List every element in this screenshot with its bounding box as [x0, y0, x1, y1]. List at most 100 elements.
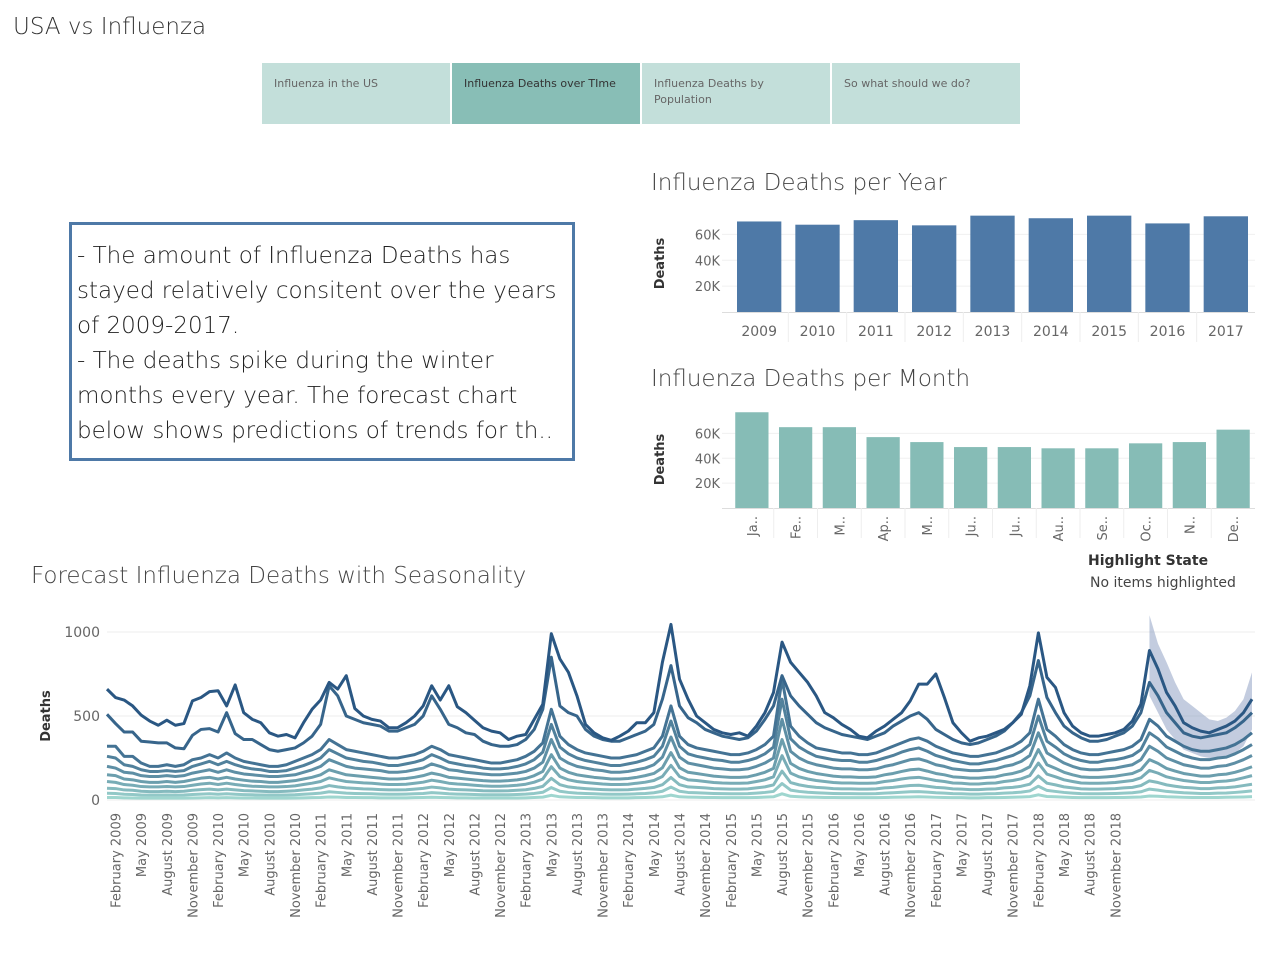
- y-tick-label: 0: [91, 793, 100, 809]
- x-tick-label: February 2012: [417, 813, 432, 908]
- summary-line: - The deaths spike during the winter: [77, 348, 494, 374]
- bar: [779, 427, 813, 508]
- bar: [737, 221, 782, 312]
- x-tick-label: November 2016: [904, 813, 919, 918]
- bar: [795, 224, 840, 312]
- x-tick-label: May 2016: [853, 813, 868, 877]
- series-line: [107, 792, 1253, 800]
- x-tick-label: November 2017: [1007, 813, 1022, 918]
- chart-title-per-month: Influenza Deaths per Month: [651, 366, 971, 392]
- summary-line: months every year. The forecast chart: [77, 383, 518, 409]
- series-line: [106, 782, 1253, 797]
- bar: [912, 225, 957, 312]
- x-tick-label: May 2015: [750, 813, 765, 877]
- story-tab-what-should-we-do[interactable]: So what should we do?: [832, 63, 1020, 124]
- x-tick-label: Ja..: [746, 516, 761, 537]
- bar: [910, 442, 944, 508]
- x-tick-label: Au..: [1052, 516, 1067, 541]
- x-tick-label: August 2012: [468, 813, 483, 896]
- x-tick-label: May 2011: [340, 813, 355, 877]
- y-tick-label: 20K: [695, 280, 721, 295]
- y-tick-label: 500: [73, 709, 100, 725]
- series-line: [107, 677, 1253, 768]
- x-tick-label: De..: [1227, 516, 1242, 542]
- bar: [954, 447, 988, 508]
- x-tick-label: M..: [833, 516, 848, 535]
- x-tick-label: 2015: [1091, 324, 1127, 340]
- bar: [866, 437, 900, 508]
- bar: [1145, 223, 1190, 312]
- x-tick-label: May 2018: [1058, 813, 1073, 877]
- story-tab-influenza-in-us[interactable]: Influenza in the US: [262, 63, 450, 124]
- highlight-state-value[interactable]: No items highlighted: [1090, 575, 1236, 591]
- x-tick-label: 2014: [1033, 324, 1069, 340]
- bar: [997, 447, 1031, 508]
- x-tick-label: February 2011: [315, 813, 330, 908]
- x-tick-label: February 2009: [110, 813, 125, 908]
- x-tick-label: May 2010: [238, 813, 253, 877]
- x-tick-label: 2012: [916, 324, 952, 340]
- y-tick-label: 1000: [64, 625, 100, 641]
- series-line: [105, 622, 1254, 743]
- x-tick-label: 2009: [741, 324, 777, 340]
- x-tick-label: February 2016: [827, 813, 842, 908]
- x-tick-label: 2011: [858, 324, 894, 340]
- summary-text-box: - The amount of Influenza Deaths has sta…: [69, 222, 575, 461]
- x-tick-label: May 2014: [648, 813, 663, 877]
- y-axis-label: Deaths: [653, 433, 668, 485]
- summary-line: of 2009-2017.: [77, 313, 240, 339]
- x-tick-label: Se..: [1096, 516, 1111, 541]
- x-tick-label: February 2010: [212, 813, 227, 908]
- x-tick-label: November 2010: [289, 813, 304, 918]
- x-tick-label: May 2013: [545, 813, 560, 877]
- x-tick-label: February 2014: [622, 813, 637, 908]
- series-line: [105, 655, 1254, 753]
- summary-line: - The amount of Influenza Deaths has: [77, 243, 511, 269]
- bar: [1028, 218, 1073, 312]
- bar: [822, 427, 856, 508]
- x-tick-label: August 2015: [776, 813, 791, 896]
- y-tick-label: 20K: [695, 477, 721, 492]
- bar: [735, 412, 769, 508]
- x-tick-label: November 2015: [802, 813, 817, 918]
- x-tick-label: August 2014: [674, 813, 689, 896]
- bar: [853, 220, 898, 312]
- bar: [1041, 448, 1075, 508]
- series-line: [106, 754, 1253, 789]
- series-line: [106, 717, 1253, 778]
- x-tick-label: February 2013: [520, 813, 535, 908]
- x-tick-label: August 2010: [263, 813, 278, 896]
- x-tick-label: August 2011: [366, 813, 381, 896]
- x-tick-label: November 2012: [494, 813, 509, 918]
- x-tick-label: 2013: [975, 324, 1011, 340]
- x-tick-label: August 2016: [879, 813, 894, 896]
- page-title: USA vs Influenza: [13, 14, 207, 40]
- x-tick-label: February 2017: [930, 813, 945, 908]
- x-tick-label: February 2015: [725, 813, 740, 908]
- x-tick-label: November 2014: [699, 813, 714, 918]
- x-tick-label: November 2013: [597, 813, 612, 918]
- x-tick-label: Fe..: [790, 516, 805, 539]
- y-axis-label: Deaths: [653, 237, 668, 289]
- x-tick-label: May 2009: [135, 813, 150, 877]
- y-tick-label: 60K: [695, 228, 721, 243]
- bar: [1203, 216, 1248, 312]
- y-tick-label: 40K: [695, 254, 721, 269]
- x-tick-label: Ap..: [877, 516, 892, 541]
- x-tick-label: August 2018: [1084, 813, 1099, 896]
- bar: [1085, 448, 1119, 508]
- x-tick-label: Ju..: [965, 516, 980, 537]
- bar: [1172, 442, 1206, 508]
- bar: [1129, 443, 1163, 508]
- bar: [1216, 429, 1250, 508]
- story-tab-deaths-over-time[interactable]: Influenza Deaths over TIme: [452, 63, 640, 124]
- summary-line: below shows predictions of trends for th…: [77, 418, 553, 444]
- highlight-state-title: Highlight State: [1088, 553, 1209, 569]
- x-tick-label: February 2018: [1032, 813, 1047, 908]
- x-tick-label: August 2013: [571, 813, 586, 896]
- story-navigator: Influenza in the US Influenza Deaths ove…: [262, 63, 1020, 124]
- y-tick-label: 60K: [695, 427, 721, 442]
- x-tick-label: August 2009: [161, 813, 176, 896]
- x-tick-label: May 2017: [955, 813, 970, 877]
- story-tab-deaths-by-population[interactable]: Influenza Deaths by Population: [642, 63, 830, 124]
